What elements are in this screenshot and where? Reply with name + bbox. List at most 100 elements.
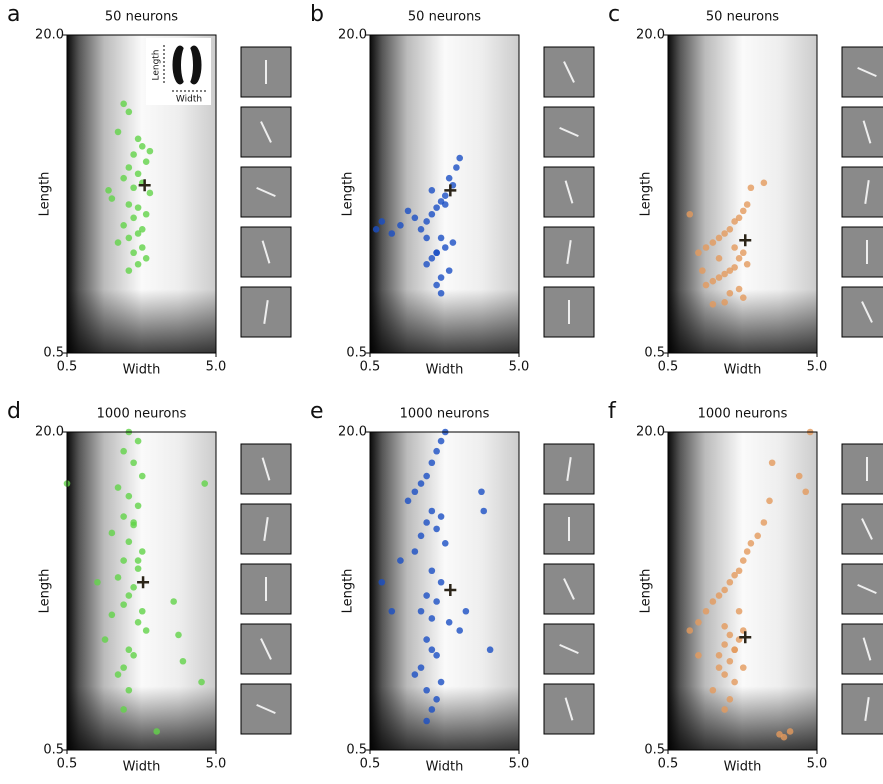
scatter-point [715,274,723,281]
scatter-point [428,459,436,467]
scatter-point [388,607,396,615]
scatter-point [125,267,133,274]
scatter-point [739,557,747,564]
filter-stripe [566,457,572,481]
scatter-point [437,513,445,520]
panel-title: 50 neurons [408,10,481,25]
scatter-point [726,225,734,233]
scatter-point [130,184,137,192]
scatter-point [428,187,436,194]
scatter-point [699,267,706,274]
x-axis-label: Width [123,363,161,378]
scatter-point [456,154,464,162]
filter-stripe [261,240,271,264]
scatter-point [433,696,440,703]
y-axis-label: Length [38,172,53,217]
y-tick-label: 20.0 [35,425,64,440]
scatter-point [120,447,127,455]
scatter-point [721,230,728,237]
scatter-point [134,230,142,237]
panel-title: 1000 neurons [400,407,490,422]
scatter-point [754,532,762,540]
scatter-point [125,592,133,599]
scatter-point [731,244,738,251]
scatter-point [766,497,773,505]
scatter-point [428,646,436,654]
scatter-point [735,254,743,262]
scatter-point [125,538,133,546]
scatter-point [417,607,425,615]
filter-thumbnail [841,286,883,338]
scatter-point [120,221,127,229]
scatter-point [134,502,142,510]
x-tick-label: 5.0 [206,360,227,375]
filter-stripe [263,517,269,541]
scatter-point [130,214,137,222]
x-axis-label: Width [426,363,464,378]
scatter-point [702,244,710,251]
filter-thumbnail [841,443,883,495]
x-axis-label: Width [426,760,464,775]
scatter-point [142,627,150,634]
scatter-point [138,548,146,555]
scatter-point [437,578,445,586]
scatter-point [786,728,794,735]
scatter-point [437,234,445,242]
scatter-point [731,264,738,271]
scatter-point [130,459,137,467]
scatter-point [372,225,380,233]
background-shade [668,432,817,750]
scatter-point [445,267,453,274]
y-tick-label: 20.0 [636,28,665,43]
scatter-point [735,214,743,222]
scatter-point [731,571,738,579]
scatter-point [404,497,412,505]
filter-thumbnail [841,106,883,158]
scatter-point [142,210,150,218]
scatter-point [453,164,460,171]
scatter-point [802,488,810,496]
scatter-point [423,472,430,480]
scatter-point [743,548,751,555]
scatter-point [130,249,137,257]
y-axis-label: Length [639,569,654,614]
y-axis-label: Length [341,569,356,614]
scatter-point [138,142,146,150]
x-tick-label: 0.5 [360,360,381,375]
scatter-point [695,249,702,257]
filter-thumbnail [841,683,883,735]
scatter-point [715,234,723,242]
scatter-point [709,239,717,246]
scatter-point [411,671,419,678]
scatter-point [411,214,419,222]
scatter-point [428,507,436,515]
scatter-point [423,636,430,643]
background-shade [67,432,216,750]
scatter-point [125,686,133,694]
scatter-point [715,651,723,659]
scatter-point [198,678,205,686]
scatter-point [726,289,734,297]
inset-label: Length [152,49,162,80]
filter-stripe [261,457,271,481]
mean-marker [739,234,752,247]
y-tick-label: 0.5 [346,346,367,361]
y-tick-label: 0.5 [644,346,665,361]
scatter-point [120,100,127,108]
scatter-point [739,249,747,257]
scatter-point [105,187,112,194]
scatter-point [108,195,116,202]
filter-stripe [857,66,877,78]
scatter-point [417,225,425,233]
panel-letter: b [310,2,324,27]
filter-stripe [260,638,272,660]
scatter-point [715,254,723,262]
scatter-point [114,574,122,581]
scatter-point [726,578,734,586]
scatter-point [441,244,449,251]
mean-marker [138,179,151,192]
scatter-point [441,539,449,547]
scatter-point [423,717,430,725]
scatter-point [125,492,133,500]
plot-frame [667,34,818,354]
